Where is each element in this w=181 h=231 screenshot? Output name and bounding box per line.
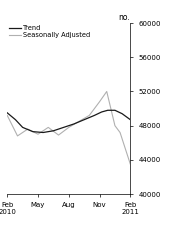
Seasonally Adjusted <box>129 163 131 165</box>
Seasonally Adjusted <box>106 90 108 93</box>
Line: Seasonally Adjusted: Seasonally Adjusted <box>7 91 130 164</box>
Trend <box>14 118 16 121</box>
Trend <box>6 111 8 114</box>
Seasonally Adjusted <box>47 126 49 129</box>
Trend <box>93 114 96 117</box>
Trend <box>114 109 116 112</box>
Seasonally Adjusted <box>119 131 121 134</box>
Seasonally Adjusted <box>6 114 8 117</box>
Seasonally Adjusted <box>68 126 70 129</box>
Trend <box>52 129 54 132</box>
Text: no.: no. <box>119 13 130 22</box>
Seasonally Adjusted <box>114 124 116 127</box>
Seasonally Adjusted <box>98 100 101 103</box>
Trend <box>129 118 131 121</box>
Trend <box>32 130 34 133</box>
Seasonally Adjusted <box>37 133 39 136</box>
Seasonally Adjusted <box>27 128 29 131</box>
Legend: Trend, Seasonally Adjusted: Trend, Seasonally Adjusted <box>9 24 91 39</box>
Seasonally Adjusted <box>57 134 60 137</box>
Seasonally Adjusted <box>78 120 80 123</box>
Trend <box>107 109 109 112</box>
Trend <box>121 112 123 115</box>
Trend <box>100 111 103 113</box>
Trend <box>22 126 24 129</box>
Trend <box>42 131 44 134</box>
Trend <box>63 126 65 129</box>
Line: Trend: Trend <box>7 110 130 133</box>
Trend <box>83 118 85 121</box>
Seasonally Adjusted <box>16 134 19 137</box>
Trend <box>73 123 75 125</box>
Seasonally Adjusted <box>88 114 90 117</box>
